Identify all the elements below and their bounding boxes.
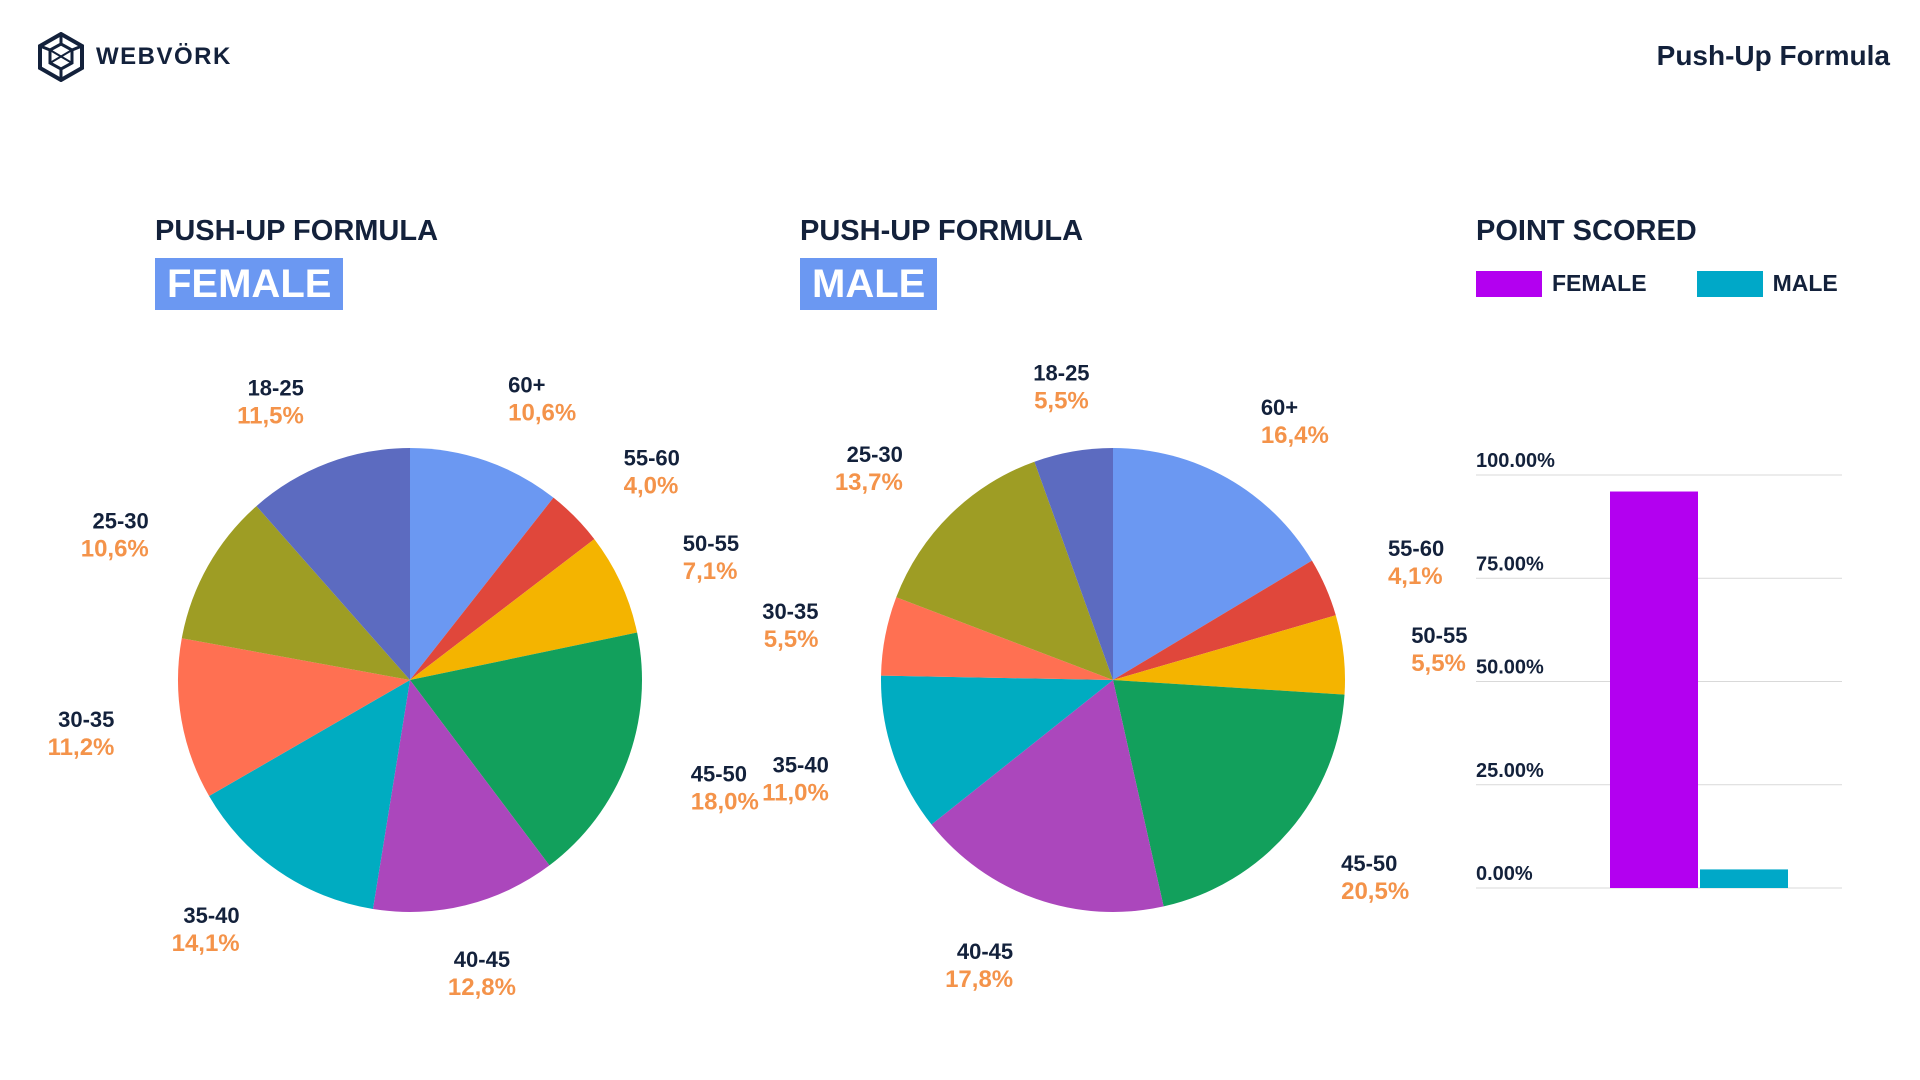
male-slice-55-60 <box>1113 560 1336 680</box>
female-slice-label-55-60: 55-60 <box>624 445 680 470</box>
female-slice-value-50-55: 7,1% <box>683 558 738 585</box>
male-slice-value-55-60: 4,1% <box>1388 563 1443 590</box>
male-slice-value-60+: 16,4% <box>1261 422 1329 449</box>
bar-ytick-label-0: 0.00% <box>1476 863 1533 885</box>
points-legend: FEMALE MALE <box>1476 270 1888 297</box>
female-slice-label-50-55: 50-55 <box>683 531 739 556</box>
brand: WEBVÖRK <box>38 32 232 82</box>
male-slice-30-35 <box>881 597 1113 680</box>
female-pie-chart: 60+10,6%55-604,0%50-557,1%45-5018,0%40-4… <box>48 373 759 1002</box>
legend-label-female: FEMALE <box>1552 270 1647 296</box>
bar-ytick-label-1: 25.00% <box>1476 760 1544 782</box>
female-slice-35-40 <box>209 680 410 910</box>
legend-label-male: MALE <box>1772 270 1838 296</box>
male-slice-label-25-30: 25-30 <box>847 442 903 467</box>
brand-name: WEBVÖRK <box>96 43 232 70</box>
female-slice-label-25-30: 25-30 <box>93 508 149 533</box>
male-panel-title: PUSH-UP FORMULA <box>800 215 1084 247</box>
male-slice-label-45-50: 45-50 <box>1341 851 1397 876</box>
male-slice-label-40-45: 40-45 <box>957 939 1013 964</box>
male-slice-50-55 <box>1113 615 1346 695</box>
male-slice-40-45 <box>931 680 1164 912</box>
male-badge: MALE <box>800 258 938 310</box>
female-slice-value-35-40: 14,1% <box>172 930 240 957</box>
webvork-cube-logo-icon <box>38 32 84 82</box>
female-slice-value-18-25: 11,5% <box>237 402 304 429</box>
male-slice-value-50-55: 5,5% <box>1411 650 1466 677</box>
female-slice-value-55-60: 4,0% <box>624 472 679 499</box>
male-slice-60+ <box>1113 448 1312 680</box>
bar-ytick-label-3: 75.00% <box>1476 553 1544 575</box>
male-slice-value-25-30: 13,7% <box>835 469 903 496</box>
male-slice-45-50 <box>1113 680 1345 907</box>
male-slice-25-30 <box>896 461 1113 680</box>
female-slice-label-40-45: 40-45 <box>454 947 510 972</box>
female-slice-40-45 <box>372 680 550 912</box>
bar-female <box>1610 491 1698 888</box>
female-slice-value-45-50: 18,0% <box>691 789 759 816</box>
female-slice-45-50 <box>410 632 643 866</box>
male-slice-value-45-50: 20,5% <box>1341 878 1409 905</box>
male-slice-label-30-35: 30-35 <box>762 599 818 624</box>
male-pie-chart: 60+16,4%55-604,1%50-555,5%45-5020,5%40-4… <box>762 360 1467 992</box>
male-slice-label-18-25: 18-25 <box>1033 360 1089 385</box>
female-slice-label-35-40: 35-40 <box>183 903 239 928</box>
female-slice-18-25 <box>256 448 410 680</box>
male-slice-label-60+: 60+ <box>1261 395 1298 420</box>
female-slice-value-60+: 10,6% <box>508 400 576 427</box>
bar-ytick-label-4: 100.00% <box>1476 450 1555 472</box>
male-slice-label-50-55: 50-55 <box>1411 623 1467 648</box>
male-slice-value-35-40: 11,0% <box>762 779 829 806</box>
male-slice-label-55-60: 55-60 <box>1388 536 1444 561</box>
female-slice-label-30-35: 30-35 <box>58 707 114 732</box>
legend-swatch-male <box>1696 270 1763 297</box>
female-slice-30-35 <box>178 638 410 796</box>
female-slice-55-60 <box>410 497 595 680</box>
female-slice-value-40-45: 12,8% <box>448 974 516 1001</box>
male-slice-value-30-35: 5,5% <box>764 626 819 653</box>
female-slice-25-30 <box>181 506 410 680</box>
bar-ytick-label-2: 50.00% <box>1476 657 1544 679</box>
points-panel-title: POINT SCORED <box>1476 215 1697 247</box>
male-slice-label-35-40: 35-40 <box>773 752 829 777</box>
female-slice-value-25-30: 10,6% <box>81 535 149 562</box>
female-slice-label-45-50: 45-50 <box>691 762 747 787</box>
legend-item-female: FEMALE <box>1476 270 1647 297</box>
female-slice-60+ <box>410 448 554 680</box>
female-slice-50-55 <box>410 539 638 680</box>
legend-item-male: MALE <box>1696 270 1838 297</box>
female-badge: FEMALE <box>155 258 344 310</box>
female-slice-label-60+: 60+ <box>508 373 545 398</box>
male-slice-18-25 <box>1034 448 1113 680</box>
female-panel-title: PUSH-UP FORMULA <box>155 215 439 247</box>
legend-swatch-female <box>1476 270 1542 297</box>
page-title: Push-Up Formula <box>1656 40 1890 71</box>
male-slice-35-40 <box>880 675 1113 825</box>
female-slice-value-30-35: 11,2% <box>48 734 115 761</box>
male-slice-value-40-45: 17,8% <box>945 966 1013 993</box>
female-slice-label-18-25: 18-25 <box>248 375 304 400</box>
bar-male <box>1700 869 1788 888</box>
points-bar-chart: 0.00% 25.00% 50.00% 75.00% 100.00% <box>1476 450 1842 889</box>
male-slice-value-18-25: 5,5% <box>1034 387 1089 414</box>
